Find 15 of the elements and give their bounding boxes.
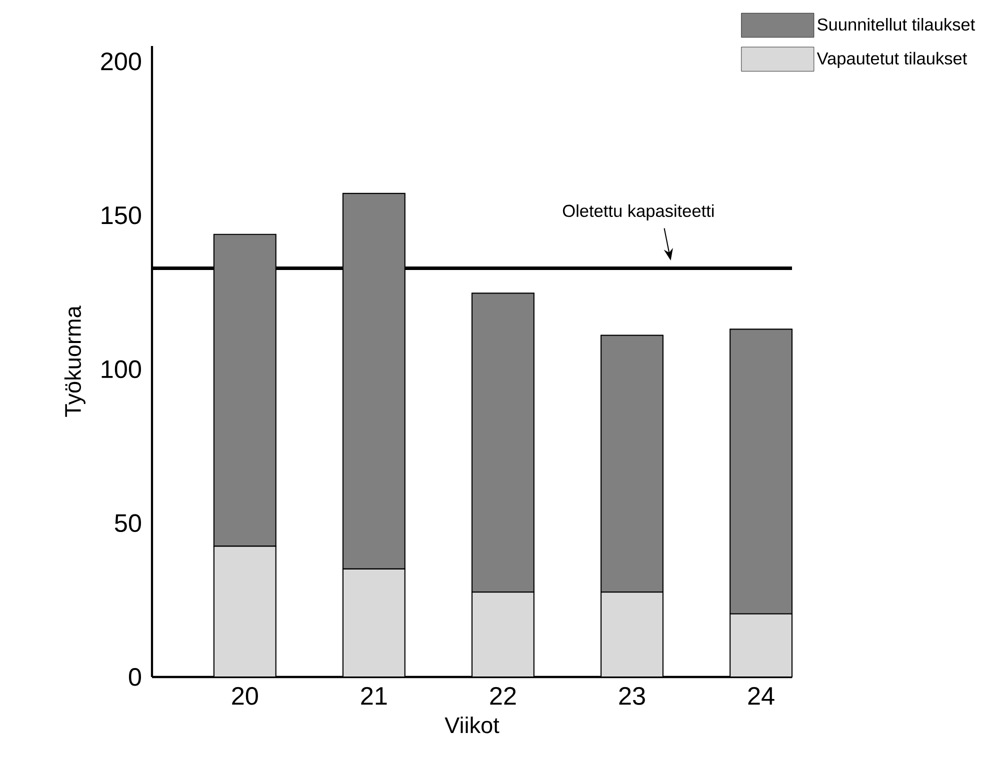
y-axis-title: Työkuorma (64, 306, 86, 417)
ref-line-label: Oletettu kapasiteetti (562, 204, 714, 220)
x-axis-title: Viikot (444, 716, 500, 734)
y-tick-label: 100 (102, 360, 141, 378)
y-tick-label: 50 (114, 514, 141, 532)
legend-label: Suunnitellut tilaukset (818, 18, 976, 31)
x-tick-label: 21 (361, 687, 387, 705)
legend-label: Vapautetut tilaukset (816, 52, 968, 68)
x-tick-label: 23 (619, 687, 645, 705)
y-tick-label: 150 (102, 206, 141, 224)
x-tick-label: 20 (232, 687, 258, 705)
y-tick-label: 200 (101, 52, 141, 70)
y-tick-label: 0 (128, 668, 141, 686)
x-tick-label: 24 (748, 687, 774, 705)
x-tick-label: 22 (490, 687, 516, 705)
